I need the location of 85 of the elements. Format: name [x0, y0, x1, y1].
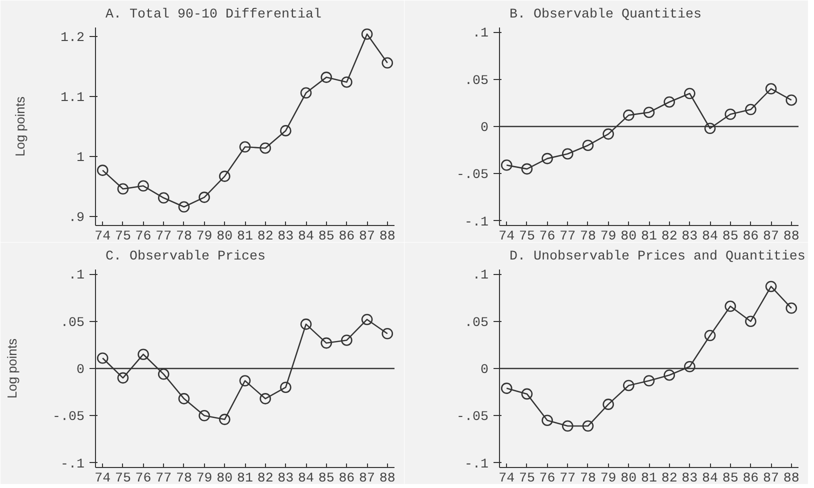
y-tick-label: .05 — [464, 74, 489, 89]
x-tick-label: 80 — [620, 472, 637, 486]
x-tick-label: 88 — [379, 472, 396, 486]
y-tick-label: 1.1 — [60, 91, 85, 106]
chart-title: B. Observable Quantities — [510, 8, 702, 22]
x-tick-label: 80 — [216, 230, 233, 244]
x-tick-label: 83 — [682, 472, 698, 486]
x-tick-label: 81 — [641, 472, 657, 486]
x-tick-label: 79 — [600, 472, 616, 486]
chart-title: D. Unobservable Prices and Quantities — [510, 250, 806, 264]
x-tick-label: 76 — [539, 230, 556, 244]
y-tick-label: 1 — [76, 151, 84, 166]
x-tick-label: 75 — [518, 472, 535, 486]
x-tick-label: 81 — [237, 230, 253, 244]
x-tick-label: 81 — [237, 472, 253, 486]
x-tick-label: 88 — [783, 230, 800, 244]
x-tick-label: 87 — [763, 230, 780, 244]
y-tick-label: 1.2 — [60, 31, 85, 46]
y-axis-title: Log points — [4, 338, 20, 398]
y-tick-label: .1 — [472, 268, 489, 284]
x-tick-label: 78 — [580, 230, 596, 244]
x-tick-label: 87 — [763, 472, 780, 486]
chart-title: A. Total 90-10 Differential — [106, 8, 322, 22]
x-tick-label: 76 — [539, 472, 556, 486]
x-tick-label: 78 — [176, 472, 192, 486]
x-tick-label: 84 — [298, 230, 314, 244]
x-tick-label: 84 — [298, 472, 314, 486]
x-tick-label: 88 — [379, 230, 396, 244]
y-axis-title: Log points — [12, 96, 28, 156]
y-tick-label: .9 — [68, 211, 85, 226]
x-tick-label: 86 — [338, 230, 355, 244]
x-tick-label: 76 — [135, 230, 152, 244]
y-tick-label: -.1 — [464, 215, 489, 230]
x-tick-label: 82 — [257, 230, 274, 244]
y-tick-label: 0 — [480, 363, 488, 378]
x-tick-label: 86 — [742, 472, 759, 486]
x-tick-label: 87 — [359, 230, 376, 244]
x-tick-label: 74 — [498, 472, 515, 486]
x-tick-label: 86 — [338, 472, 355, 486]
y-tick-label: -.1 — [60, 457, 85, 472]
x-tick-label: 79 — [600, 230, 616, 244]
y-tick-label: 0 — [76, 363, 84, 378]
x-tick-label: 78 — [176, 230, 192, 244]
x-tick-label: 83 — [278, 230, 294, 244]
x-tick-label: 74 — [94, 472, 111, 486]
x-tick-label: 80 — [620, 230, 637, 244]
x-tick-label: 86 — [742, 230, 759, 244]
x-tick-label: 84 — [702, 472, 718, 486]
x-tick-label: 76 — [135, 472, 152, 486]
x-tick-label: 74 — [94, 230, 111, 244]
chart-title: C. Observable Prices — [106, 250, 266, 264]
x-tick-label: 79 — [196, 230, 212, 244]
x-tick-label: 74 — [498, 230, 515, 244]
x-tick-label: 79 — [196, 472, 212, 486]
x-tick-label: 83 — [682, 230, 698, 244]
y-tick-label: -.05 — [52, 410, 85, 426]
x-tick-label: 82 — [257, 472, 274, 486]
x-tick-label: 77 — [156, 472, 172, 486]
y-tick-label: .1 — [472, 26, 489, 42]
x-tick-label: 75 — [114, 230, 131, 244]
x-tick-label: 77 — [156, 230, 172, 244]
y-tick-label: -.05 — [456, 410, 489, 426]
x-tick-label: 85 — [722, 472, 738, 486]
x-tick-label: 82 — [661, 230, 678, 244]
x-tick-label: 80 — [216, 472, 233, 486]
x-tick-label: 75 — [518, 230, 535, 244]
x-tick-label: 83 — [278, 472, 294, 486]
x-tick-label: 82 — [661, 472, 678, 486]
x-tick-label: 78 — [580, 472, 596, 486]
y-tick-label: .05 — [464, 316, 489, 331]
x-tick-label: 87 — [359, 472, 376, 486]
x-tick-label: 85 — [318, 472, 334, 486]
x-tick-label: 75 — [114, 472, 131, 486]
y-tick-label: -.1 — [464, 457, 489, 472]
y-tick-label: -.05 — [456, 168, 489, 184]
x-tick-label: 85 — [318, 230, 334, 244]
x-tick-label: 85 — [722, 230, 738, 244]
x-tick-label: 88 — [783, 472, 800, 486]
x-tick-label: 84 — [702, 230, 718, 244]
x-tick-label: 77 — [560, 472, 576, 486]
y-tick-label: .05 — [60, 316, 85, 331]
y-tick-label: 0 — [480, 121, 488, 136]
y-tick-label: .1 — [68, 268, 85, 284]
x-tick-label: 81 — [641, 230, 657, 244]
x-tick-label: 77 — [560, 230, 576, 244]
